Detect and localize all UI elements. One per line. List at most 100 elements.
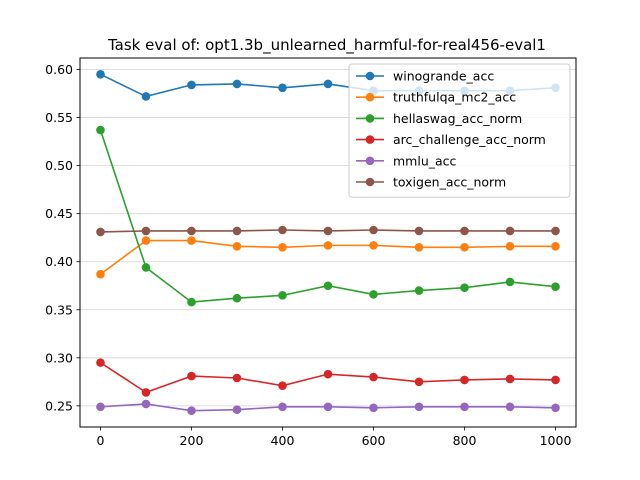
x-tick-label: 200	[180, 433, 204, 448]
x-tick-label: 1000	[540, 433, 572, 448]
data-point	[460, 283, 469, 292]
data-point	[187, 80, 196, 90]
data-point	[141, 388, 151, 397]
data-point	[141, 399, 151, 409]
legend-marker	[365, 92, 375, 102]
x-tick-label: 600	[362, 433, 386, 448]
data-point	[414, 226, 424, 236]
legend-label: mmlu_acc	[393, 153, 457, 168]
data-point	[278, 83, 287, 93]
data-point	[232, 405, 242, 415]
y-tick-label: 0.40	[45, 254, 73, 269]
data-point	[460, 226, 469, 236]
data-point	[369, 403, 378, 413]
data-point	[232, 226, 242, 236]
data-point	[460, 375, 469, 385]
y-tick-label: 0.35	[45, 302, 73, 317]
y-axis: 0.25 0.30 0.35 0.40 0.45 0.50 0.55 0.60	[45, 62, 80, 413]
legend-box	[348, 63, 571, 198]
legend-item: mmlu_acc	[356, 153, 457, 168]
legend-label: toxigen_acc_norm	[393, 175, 506, 190]
data-point	[323, 226, 333, 236]
data-point	[278, 381, 287, 390]
data-point	[414, 377, 424, 387]
data-point	[187, 236, 196, 245]
y-tick-label: 0.25	[45, 398, 73, 413]
chart-title: Task eval of: opt1.3b_unlearned_harmful-…	[107, 36, 546, 55]
data-point	[551, 375, 560, 385]
series-toxigen_acc_norm	[96, 225, 560, 237]
data-point	[460, 243, 469, 252]
data-point	[369, 225, 378, 235]
legend-item: hellaswag_acc_norm	[356, 111, 522, 126]
legend-label: arc_challenge_acc_norm	[393, 132, 546, 147]
legend-label: hellaswag_acc_norm	[393, 111, 522, 126]
legend: winogrande_acc truthfulqa_mc2_acc hellaswa…	[348, 63, 571, 198]
data-point	[278, 243, 287, 252]
data-point	[505, 277, 515, 287]
data-point	[141, 263, 151, 272]
data-point	[141, 226, 151, 236]
data-point	[96, 358, 105, 367]
data-point	[278, 291, 287, 300]
data-point	[369, 241, 378, 250]
data-point	[505, 242, 515, 251]
y-tick-label: 0.55	[45, 110, 73, 125]
legend-marker	[365, 177, 375, 187]
data-point	[323, 241, 333, 250]
legend-marker	[365, 71, 375, 81]
legend-marker	[365, 156, 375, 166]
data-point	[232, 79, 242, 89]
data-point	[323, 79, 333, 89]
data-point	[551, 282, 560, 292]
data-point	[278, 402, 287, 412]
legend-marker	[365, 135, 375, 144]
series-mmlu_acc	[96, 399, 560, 415]
data-point	[551, 226, 560, 236]
data-point	[323, 281, 333, 291]
data-point	[460, 402, 469, 412]
data-point	[414, 243, 424, 252]
legend-item: truthfulqa_mc2_acc	[356, 90, 516, 105]
data-point	[141, 236, 151, 245]
data-point	[505, 402, 515, 412]
data-point	[96, 125, 105, 135]
y-tick-label: 0.60	[45, 62, 73, 77]
data-point	[323, 369, 333, 379]
x-tick-label: 800	[453, 433, 477, 448]
data-point	[551, 242, 560, 251]
data-point	[232, 373, 242, 383]
series-arc_challenge_acc_norm	[96, 358, 560, 397]
data-point	[414, 402, 424, 412]
x-tick-label: 0	[97, 433, 105, 448]
legend-item: winogrande_acc	[356, 69, 494, 84]
y-tick-label: 0.45	[45, 206, 73, 221]
legend-marker	[365, 114, 375, 123]
data-point	[96, 269, 105, 279]
data-point	[187, 226, 196, 236]
data-point	[278, 225, 287, 235]
legend-item: toxigen_acc_norm	[356, 175, 506, 190]
data-point	[96, 227, 105, 237]
data-point	[369, 372, 378, 382]
legend-item: arc_challenge_acc_norm	[356, 132, 546, 147]
gridlines	[80, 69, 576, 407]
legend-label: winogrande_acc	[393, 69, 494, 84]
legend-label: truthfulqa_mc2_acc	[393, 90, 516, 105]
data-point	[369, 290, 378, 299]
series-hellaswag_acc_norm	[96, 125, 560, 307]
data-point	[232, 242, 242, 251]
plot-frame	[79, 57, 577, 428]
y-tick-label: 0.30	[45, 350, 73, 365]
data-point	[505, 374, 515, 384]
data-point	[505, 226, 515, 236]
data-point	[96, 70, 105, 79]
data-point	[187, 406, 196, 415]
data-point	[187, 297, 196, 307]
x-tick-label: 400	[271, 433, 295, 448]
series-truthfulqa_mc2_acc	[96, 236, 560, 279]
data-point	[323, 402, 333, 412]
data-point	[187, 371, 196, 381]
x-axis: 0 200 400 600 800 1000	[97, 427, 572, 448]
